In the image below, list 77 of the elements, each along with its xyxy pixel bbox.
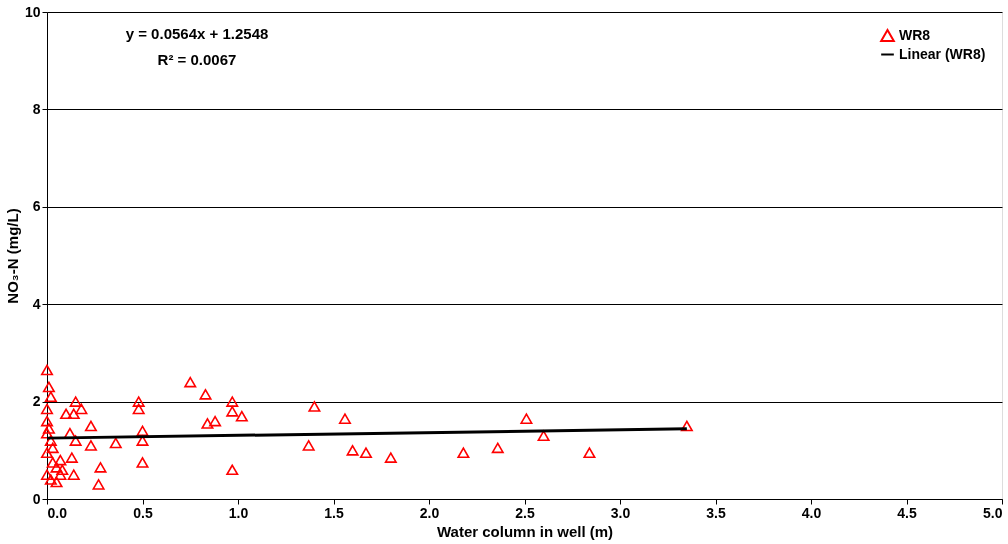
x-tick-label: 4.5 bbox=[897, 504, 917, 521]
point bbox=[75, 403, 88, 415]
point bbox=[491, 442, 504, 454]
point bbox=[40, 469, 54, 480]
point bbox=[537, 430, 550, 442]
point bbox=[67, 469, 80, 480]
x-tick-label: 0.5 bbox=[133, 504, 153, 521]
point bbox=[42, 381, 55, 393]
point bbox=[346, 444, 359, 456]
point bbox=[60, 408, 73, 420]
x-tick-label: 3.0 bbox=[610, 504, 631, 521]
point bbox=[308, 401, 321, 412]
point bbox=[338, 413, 351, 424]
point bbox=[84, 420, 97, 432]
x-tick-label: 2.0 bbox=[419, 504, 440, 521]
legend-label: Linear (WR8) bbox=[899, 45, 986, 62]
point bbox=[54, 454, 67, 466]
point bbox=[384, 452, 397, 463]
point bbox=[40, 364, 54, 376]
x-axis-title: Water column in well (m) bbox=[436, 522, 614, 540]
point bbox=[54, 469, 67, 480]
point bbox=[457, 447, 470, 459]
x-tick-label: 1.5 bbox=[324, 504, 344, 521]
y-tick-label: 10 bbox=[24, 3, 41, 20]
x-tick-label: 1.0 bbox=[228, 504, 249, 521]
point bbox=[69, 435, 82, 446]
point bbox=[226, 406, 239, 417]
point bbox=[109, 437, 122, 449]
point bbox=[226, 396, 239, 407]
point bbox=[40, 403, 54, 415]
point bbox=[44, 391, 57, 403]
x-tick-label: 4.0 bbox=[801, 504, 822, 521]
x-tick-label: 0.0 bbox=[47, 504, 68, 521]
x-tick-label: 2.5 bbox=[515, 504, 535, 521]
point bbox=[136, 457, 149, 468]
point bbox=[46, 457, 59, 468]
point bbox=[226, 464, 239, 476]
point bbox=[359, 447, 373, 459]
point bbox=[136, 435, 149, 446]
point bbox=[50, 462, 63, 473]
point bbox=[46, 442, 59, 454]
point bbox=[209, 415, 222, 427]
point bbox=[84, 440, 97, 451]
point bbox=[680, 420, 693, 432]
point bbox=[520, 413, 533, 424]
point bbox=[67, 408, 80, 420]
point bbox=[44, 474, 57, 485]
y-tick-label: 6 bbox=[32, 198, 41, 215]
annotation: R² = 0.0067 bbox=[157, 51, 237, 68]
point bbox=[199, 388, 212, 400]
x-tick-label: 5.0 bbox=[983, 504, 1003, 521]
point bbox=[92, 479, 105, 490]
annotation: y = 0.0564x + 1.2548 bbox=[125, 25, 269, 42]
point bbox=[235, 410, 248, 422]
y-tick-label: 8 bbox=[32, 100, 41, 117]
point bbox=[184, 376, 197, 388]
point bbox=[69, 396, 82, 407]
point bbox=[50, 476, 63, 488]
x-tick-label: 3.5 bbox=[706, 504, 726, 521]
point bbox=[42, 423, 55, 434]
point bbox=[583, 447, 596, 459]
point bbox=[132, 403, 145, 415]
point bbox=[40, 427, 54, 439]
point bbox=[132, 396, 145, 407]
y-tick-label: 4 bbox=[32, 295, 41, 312]
point bbox=[94, 462, 107, 473]
point bbox=[201, 418, 214, 429]
y-tick-label: 2 bbox=[32, 393, 41, 410]
y-tick-label: 0 bbox=[32, 490, 41, 507]
point bbox=[40, 415, 54, 427]
point bbox=[302, 440, 315, 451]
point bbox=[40, 447, 54, 459]
legend-label: WR8 bbox=[899, 26, 931, 43]
y-axis-title: NO₃-N (mg/L) bbox=[3, 208, 21, 304]
point bbox=[65, 452, 78, 463]
point bbox=[56, 464, 69, 476]
point bbox=[44, 435, 57, 446]
